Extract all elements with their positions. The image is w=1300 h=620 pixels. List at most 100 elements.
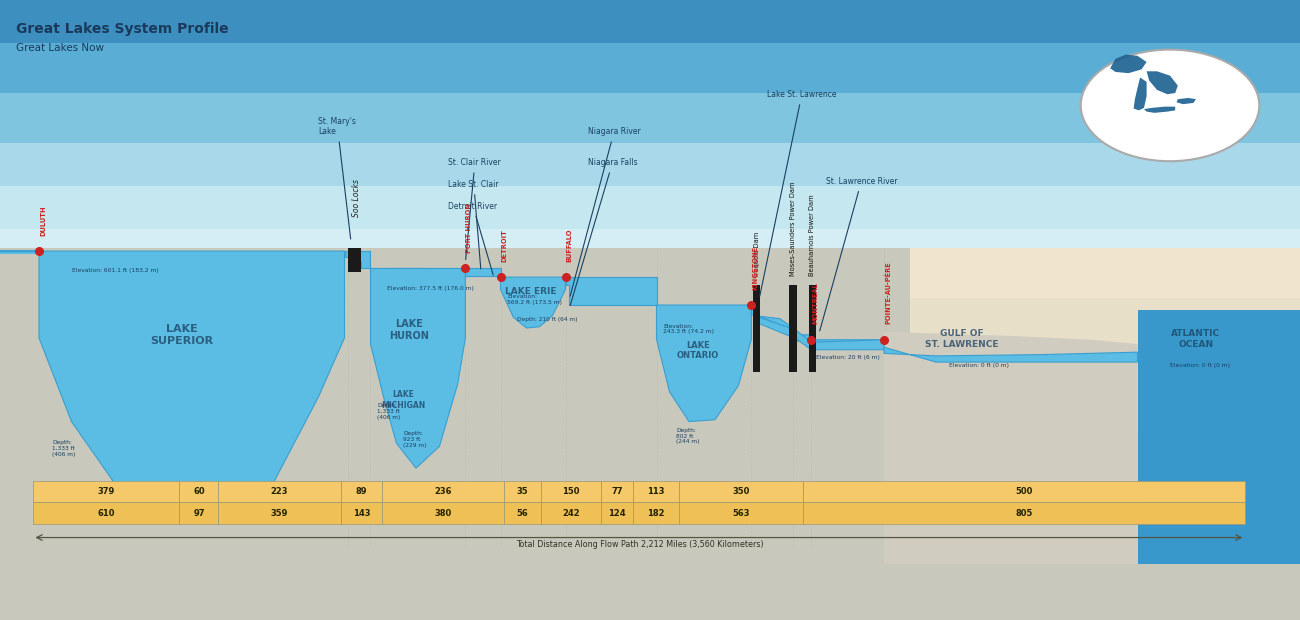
Polygon shape	[344, 251, 370, 268]
Bar	[504, 502, 541, 524]
Polygon shape	[751, 305, 884, 346]
Text: 236: 236	[434, 487, 452, 496]
Text: Beauharnois Power Dam: Beauharnois Power Dam	[810, 194, 815, 276]
Text: 563: 563	[732, 508, 750, 518]
Bar	[382, 480, 504, 502]
Bar	[341, 480, 382, 502]
Polygon shape	[0, 229, 1300, 273]
Text: DETROIT: DETROIT	[502, 229, 507, 262]
Text: DULUTH: DULUTH	[40, 205, 46, 236]
Polygon shape	[656, 305, 751, 422]
Polygon shape	[910, 434, 1300, 564]
Bar	[633, 502, 679, 524]
Text: Elevation: 20 ft (6 m): Elevation: 20 ft (6 m)	[816, 355, 880, 360]
Text: Lake St. Clair: Lake St. Clair	[448, 180, 499, 269]
Text: MONTREAL: MONTREAL	[812, 283, 818, 324]
Polygon shape	[1138, 310, 1300, 564]
Text: Great Lakes Now: Great Lakes Now	[16, 43, 104, 53]
Polygon shape	[884, 347, 1138, 362]
Text: Depth:
1,333 ft
(406 m): Depth: 1,333 ft (406 m)	[377, 403, 400, 420]
Text: 150: 150	[562, 487, 580, 496]
Text: 97: 97	[194, 508, 204, 518]
Bar	[803, 502, 1245, 524]
Polygon shape	[1176, 98, 1196, 104]
Text: LAKE
HURON: LAKE HURON	[390, 319, 429, 340]
Polygon shape	[39, 251, 344, 505]
Text: Moses-Saunders Power Dam: Moses-Saunders Power Dam	[790, 182, 796, 276]
Text: 56: 56	[516, 508, 529, 518]
Text: Elevation: 0 ft (0 m): Elevation: 0 ft (0 m)	[949, 363, 1009, 368]
Text: Iroquois Dam: Iroquois Dam	[754, 232, 759, 276]
Text: LAKE
ONTARIO: LAKE ONTARIO	[677, 340, 719, 360]
Polygon shape	[1147, 71, 1178, 94]
Bar	[601, 480, 633, 502]
Polygon shape	[0, 43, 1300, 93]
Text: Elevation: 377.5 ft (176.0 m): Elevation: 377.5 ft (176.0 m)	[387, 286, 474, 291]
Text: 805: 805	[1015, 508, 1034, 518]
Bar	[753, 285, 760, 372]
Text: 359: 359	[270, 508, 289, 518]
Polygon shape	[884, 332, 1138, 564]
Polygon shape	[1144, 107, 1175, 113]
Text: LAKE ERIE: LAKE ERIE	[504, 287, 556, 296]
Text: Total Distance Along Flow Path 2,212 Miles (3,560 Kilometers): Total Distance Along Flow Path 2,212 Mil…	[516, 540, 763, 549]
Text: Depth:
923 ft
(229 m): Depth: 923 ft (229 m)	[403, 431, 426, 448]
Text: Soo Locks: Soo Locks	[352, 179, 360, 217]
Text: 379: 379	[98, 487, 114, 496]
Text: 143: 143	[352, 508, 370, 518]
Text: Depth:
802 ft
(244 m): Depth: 802 ft (244 m)	[676, 428, 699, 445]
Text: Depth: 210 ft (64 m): Depth: 210 ft (64 m)	[517, 317, 578, 322]
Bar	[803, 480, 1245, 502]
Bar	[504, 480, 541, 502]
Text: 89: 89	[356, 487, 367, 496]
Bar	[341, 502, 382, 524]
Bar	[179, 502, 218, 524]
Text: BUFFALO: BUFFALO	[567, 228, 572, 262]
Text: KINGSTONE: KINGSTONE	[753, 246, 758, 290]
Text: POINTE-AU-PÈRE: POINTE-AU-PÈRE	[885, 262, 892, 324]
Text: St. Mary's
Lake: St. Mary's Lake	[318, 117, 356, 239]
Polygon shape	[1110, 55, 1147, 73]
Text: 113: 113	[647, 487, 664, 496]
Text: 242: 242	[562, 508, 580, 518]
Ellipse shape	[1080, 50, 1260, 161]
Bar	[218, 480, 341, 502]
Polygon shape	[370, 268, 465, 468]
Polygon shape	[0, 186, 1300, 229]
Text: Niagara Falls: Niagara Falls	[571, 158, 637, 306]
Polygon shape	[0, 229, 1300, 273]
Text: 182: 182	[647, 508, 664, 518]
Text: 60: 60	[194, 487, 204, 496]
Polygon shape	[0, 143, 1300, 186]
Text: 124: 124	[608, 508, 625, 518]
Polygon shape	[751, 305, 884, 350]
Text: 35: 35	[517, 487, 528, 496]
Polygon shape	[0, 0, 1300, 43]
Text: Elevation:
569.2 ft (173.5 m): Elevation: 569.2 ft (173.5 m)	[507, 294, 562, 305]
Text: St. Clair River: St. Clair River	[448, 158, 502, 260]
Bar	[679, 480, 803, 502]
Bar	[32, 502, 179, 524]
Text: 77: 77	[611, 487, 623, 496]
Polygon shape	[0, 248, 1300, 564]
Text: GULF OF
ST. LAWRENCE: GULF OF ST. LAWRENCE	[926, 329, 998, 349]
Bar	[179, 480, 218, 502]
Text: LAKE
MICHIGAN: LAKE MICHIGAN	[381, 390, 425, 410]
Bar	[601, 502, 633, 524]
Bar	[679, 502, 803, 524]
Bar	[789, 285, 797, 372]
Bar	[218, 502, 341, 524]
Text: 350: 350	[732, 487, 750, 496]
Bar	[633, 480, 679, 502]
Text: Depth:
1,333 ft
(406 m): Depth: 1,333 ft (406 m)	[52, 440, 75, 457]
Polygon shape	[910, 298, 1300, 347]
Polygon shape	[465, 268, 500, 276]
Polygon shape	[0, 93, 1300, 143]
Text: Elevation:
243.3 ft (74.2 m): Elevation: 243.3 ft (74.2 m)	[663, 324, 714, 334]
Polygon shape	[387, 268, 426, 446]
Text: LAKE
SUPERIOR: LAKE SUPERIOR	[151, 324, 213, 345]
Polygon shape	[1134, 78, 1147, 110]
Text: 380: 380	[434, 508, 452, 518]
Text: 610: 610	[98, 508, 114, 518]
Text: St. Lawrence River: St. Lawrence River	[820, 177, 897, 331]
